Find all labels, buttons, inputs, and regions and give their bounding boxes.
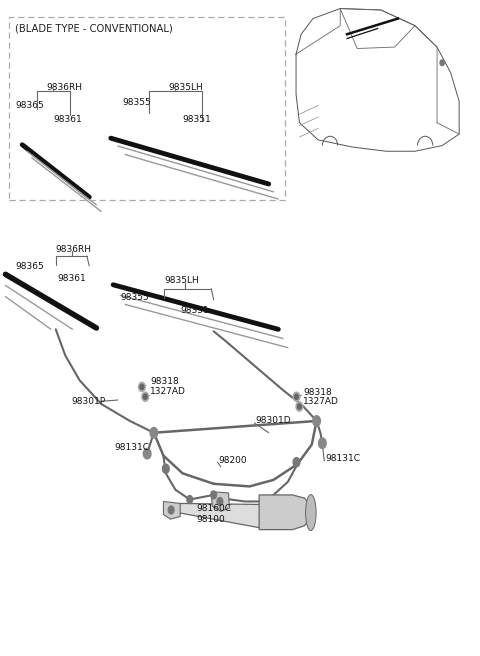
Circle shape (293, 392, 300, 401)
Circle shape (298, 404, 301, 409)
Text: 98365: 98365 (15, 262, 44, 271)
Text: 98361: 98361 (53, 115, 82, 125)
Text: 98355: 98355 (123, 98, 152, 107)
Text: 9835LH: 9835LH (168, 83, 203, 92)
Text: 98131C: 98131C (115, 443, 150, 451)
Text: 98318: 98318 (303, 388, 332, 397)
Circle shape (140, 384, 144, 390)
Circle shape (144, 450, 150, 458)
Circle shape (296, 402, 303, 411)
Text: 9835LH: 9835LH (164, 276, 199, 285)
Polygon shape (259, 495, 311, 529)
Circle shape (217, 497, 223, 505)
Circle shape (313, 416, 321, 426)
Circle shape (319, 438, 326, 449)
Text: 1327AD: 1327AD (150, 387, 186, 396)
Circle shape (187, 495, 192, 503)
Text: 98200: 98200 (218, 456, 247, 464)
Circle shape (150, 428, 157, 438)
Text: 98318: 98318 (150, 377, 179, 386)
Circle shape (139, 382, 145, 392)
Text: 98365: 98365 (15, 101, 44, 110)
Ellipse shape (440, 60, 444, 66)
Text: 98301D: 98301D (255, 417, 291, 426)
Polygon shape (163, 501, 180, 519)
Text: 98301P: 98301P (72, 397, 106, 406)
Ellipse shape (306, 495, 316, 531)
Circle shape (320, 440, 325, 447)
Circle shape (211, 491, 216, 499)
Polygon shape (178, 503, 290, 527)
Circle shape (144, 394, 147, 400)
Text: 9836RH: 9836RH (46, 83, 82, 92)
Text: 98131C: 98131C (325, 455, 360, 463)
Text: 98100: 98100 (196, 516, 225, 524)
Text: 98160C: 98160C (196, 504, 231, 513)
Text: 1327AD: 1327AD (303, 397, 339, 406)
Circle shape (144, 449, 151, 459)
Circle shape (142, 392, 149, 401)
Text: 98355: 98355 (120, 293, 149, 302)
Text: 98351: 98351 (182, 115, 211, 125)
Circle shape (293, 458, 300, 467)
Bar (9, 17, 286, 200)
Text: (BLADE TYPE - CONVENTIONAL): (BLADE TYPE - CONVENTIONAL) (15, 24, 173, 33)
Circle shape (168, 506, 174, 514)
Text: 98351: 98351 (180, 306, 209, 315)
Circle shape (162, 464, 169, 474)
Polygon shape (211, 491, 229, 511)
Text: 9836RH: 9836RH (56, 245, 92, 254)
Text: 98361: 98361 (57, 274, 86, 283)
Circle shape (295, 394, 299, 400)
